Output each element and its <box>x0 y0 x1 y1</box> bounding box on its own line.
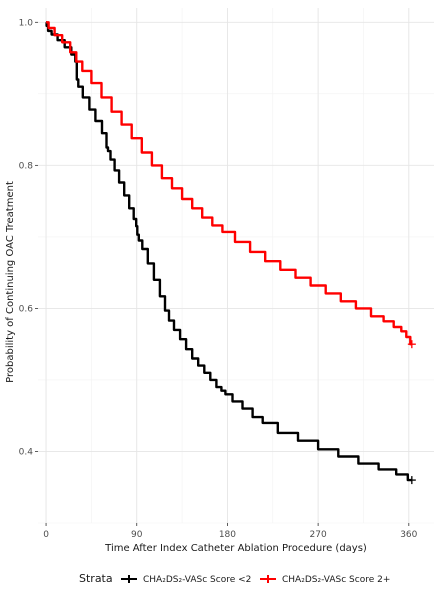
series-line-1 <box>45 21 412 482</box>
y-axis-label: Probability of Continuing OAC Treatment <box>5 181 16 383</box>
legend-label-1: CHA₂DS₂-VASc Score <2 <box>143 575 251 585</box>
x-tick-label: 180 <box>219 530 236 540</box>
y-tick-label: 0.8 <box>19 161 34 171</box>
survival-curves <box>45 21 416 485</box>
y-tick-label: 1.0 <box>19 18 34 28</box>
y-tick-label: 0.4 <box>19 447 34 457</box>
legend: Strata CHA₂DS₂-VASc Score <2 CHA₂DS₂-VAS… <box>79 572 390 585</box>
x-tick-label: 270 <box>310 530 327 540</box>
axis-ticks: 0 90 180 270 360 0.4 0.6 0.8 1.0 <box>19 18 418 540</box>
x-tick-label: 0 <box>43 530 49 540</box>
grid-lines <box>38 8 434 524</box>
legend-title: Strata <box>79 572 113 585</box>
y-tick-label: 0.6 <box>19 304 34 314</box>
series-line-2 <box>46 21 412 346</box>
legend-label-2: CHA₂DS₂-VASc Score 2+ <box>282 575 390 585</box>
x-tick-label: 360 <box>400 530 417 540</box>
x-axis-label: Time After Index Catheter Ablation Proce… <box>104 543 367 554</box>
x-tick-label: 90 <box>131 530 143 540</box>
